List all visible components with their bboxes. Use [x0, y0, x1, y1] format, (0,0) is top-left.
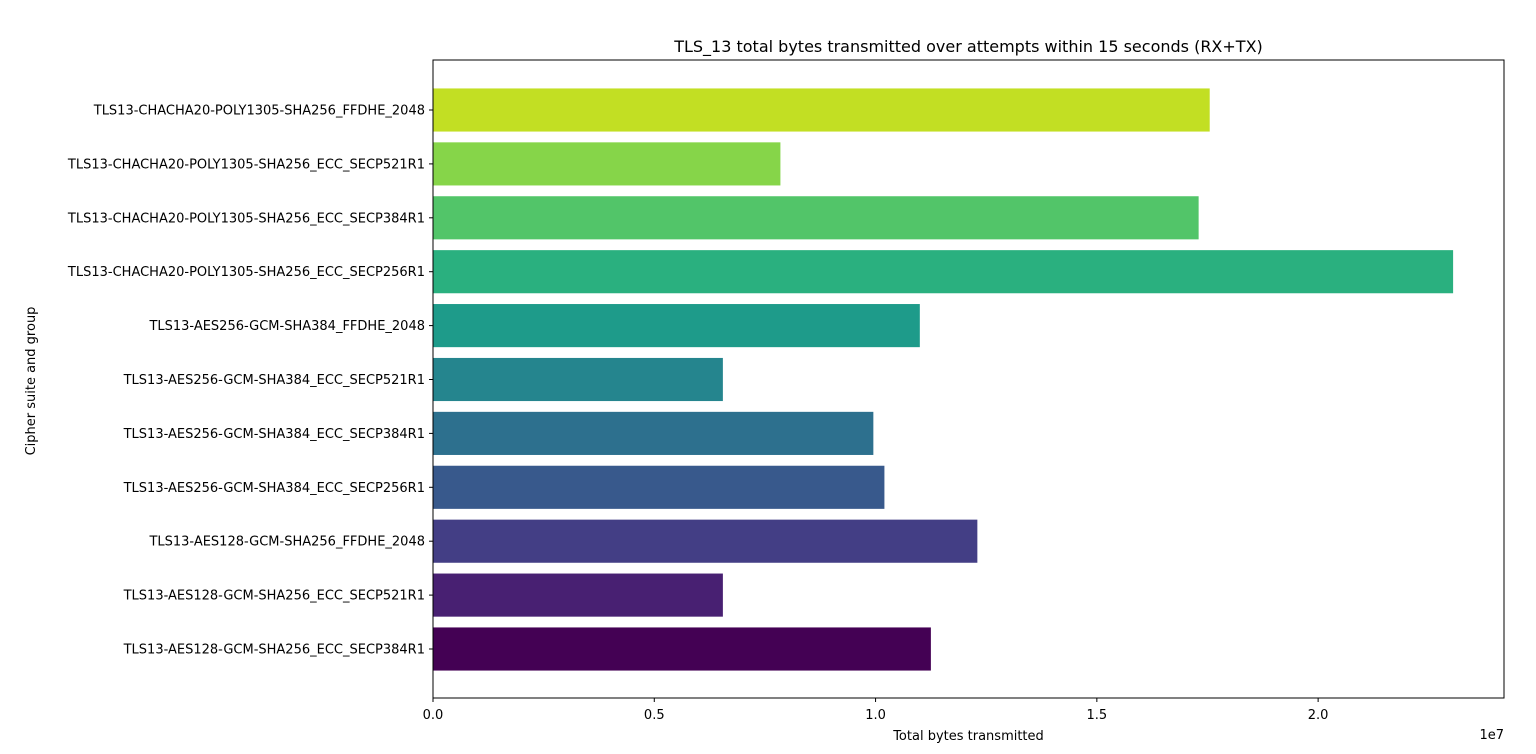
bar: [433, 357, 723, 402]
x-tick-label: 1.0: [865, 708, 886, 723]
y-tick-label: TLS13-CHACHA20-POLY1305-SHA256_ECC_SECP2…: [67, 265, 425, 280]
bar: [433, 519, 978, 563]
y-tick-label: TLS13-CHACHA20-POLY1305-SHA256_ECC_SECP5…: [67, 157, 425, 172]
y-tick-label: TLS13-AES128-GCM-SHA256_ECC_SECP521R1: [123, 589, 425, 604]
y-tick-label: TLS13-AES256-GCM-SHA384_FFDHE_2048: [148, 319, 425, 334]
y-tick-label: TLS13-AES256-GCM-SHA384_ECC_SECP256R1: [123, 481, 425, 496]
bars-group: [433, 88, 1454, 671]
y-tick-label: TLS13-AES256-GCM-SHA384_ECC_SECP384R1: [123, 427, 425, 442]
x-tick-label: 2.0: [1308, 708, 1329, 723]
y-tick-label: TLS13-CHACHA20-POLY1305-SHA256_ECC_SECP3…: [67, 211, 425, 226]
bar: [433, 142, 781, 186]
bar: [433, 465, 885, 509]
x-tick-label: 0.0: [423, 708, 444, 723]
y-axis-label: Cipher suite and group: [24, 307, 39, 456]
y-tick-label: TLS13-CHACHA20-POLY1305-SHA256_FFDHE_204…: [93, 104, 425, 119]
bar: [433, 411, 874, 455]
y-tick-label: TLS13-AES128-GCM-SHA256_FFDHE_2048: [148, 535, 425, 550]
bar: [433, 573, 723, 617]
bar: [433, 627, 931, 671]
x-axis-ticks: 0.0 0.5 1.0 1.5 2.0: [423, 698, 1329, 723]
y-tick-label: TLS13-AES128-GCM-SHA256_ECC_SECP384R1: [123, 643, 425, 658]
y-axis-ticks: TLS13-AES128-GCM-SHA256_ECC_SECP384R1 TLS…: [67, 104, 433, 658]
x-axis-offset-label: 1e7: [1479, 728, 1504, 743]
bar: [433, 196, 1199, 240]
x-tick-label: 0.5: [644, 708, 665, 723]
y-tick-label: TLS13-AES256-GCM-SHA384_ECC_SECP521R1: [123, 373, 425, 388]
bar: [433, 250, 1454, 294]
chart-title: TLS_13 total bytes transmitted over atte…: [673, 37, 1263, 57]
x-tick-label: 1.5: [1086, 708, 1107, 723]
plot-frame: [432, 59, 1505, 699]
bar: [433, 88, 1210, 132]
x-axis-label: Total bytes transmitted: [892, 729, 1044, 744]
bar: [433, 304, 920, 348]
